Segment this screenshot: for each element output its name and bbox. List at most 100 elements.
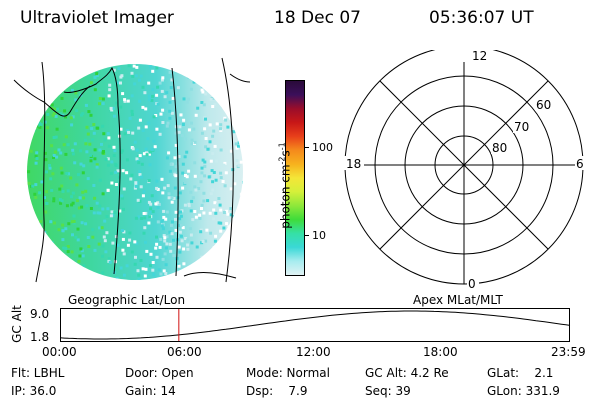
image-speckle (130, 250, 134, 254)
image-speckle (206, 254, 210, 258)
image-speckle (155, 66, 159, 70)
image-speckle (48, 166, 52, 170)
image-speckle (168, 230, 172, 234)
image-speckle (65, 172, 69, 175)
image-speckle (27, 149, 31, 153)
image-speckle (203, 84, 206, 88)
image-speckle (219, 221, 223, 225)
image-speckle (210, 265, 214, 269)
image-speckle (125, 171, 129, 175)
image-speckle (163, 186, 167, 190)
image-speckle (193, 210, 197, 213)
image-speckle (53, 150, 57, 154)
image-speckle (232, 130, 236, 134)
image-speckle (145, 153, 149, 157)
image-speckle (34, 196, 38, 199)
image-speckle (165, 242, 169, 246)
image-speckle (141, 194, 145, 198)
image-speckle (151, 268, 155, 272)
image-speckle (219, 208, 223, 212)
image-speckle (213, 144, 217, 148)
image-speckle (85, 150, 89, 154)
image-speckle (50, 240, 54, 244)
image-speckle (70, 203, 74, 207)
image-speckle (138, 78, 141, 82)
image-speckle (236, 255, 239, 259)
image-speckle (123, 99, 127, 103)
image-speckle (182, 247, 186, 251)
colorbar-tick-mark-10 (305, 235, 309, 236)
image-speckle (105, 215, 109, 218)
image-speckle (31, 184, 35, 188)
image-speckle (238, 246, 242, 250)
orbit-plot-frame (60, 308, 570, 342)
image-speckle (234, 253, 237, 256)
image-speckle (119, 81, 122, 85)
image-speckle (216, 89, 220, 92)
image-speckle (204, 239, 208, 243)
lat-label-80: 80 (492, 141, 507, 155)
image-speckle (201, 158, 205, 162)
uv-earth-image (13, 57, 251, 283)
image-speckle (161, 121, 165, 124)
image-speckle (147, 221, 151, 225)
image-speckle (219, 123, 223, 127)
image-speckle (174, 228, 178, 232)
image-speckle (60, 75, 64, 79)
image-speckle (121, 248, 125, 252)
image-speckle (154, 246, 158, 250)
image-speckle (95, 72, 99, 76)
image-speckle (234, 142, 238, 146)
image-speckle (147, 200, 151, 204)
image-speckle (134, 184, 138, 188)
image-speckle (44, 210, 48, 214)
image-speckle (215, 159, 219, 163)
image-speckle (214, 94, 218, 98)
image-speckle (194, 188, 198, 192)
image-speckle (227, 225, 231, 229)
image-speckle (203, 160, 207, 164)
image-speckle (189, 87, 193, 91)
image-speckle (138, 199, 142, 203)
image-speckle (93, 75, 97, 79)
image-speckle (216, 88, 220, 91)
image-speckle (239, 239, 243, 243)
image-speckle (87, 110, 91, 114)
image-speckle (121, 169, 125, 173)
image-speckle (59, 201, 63, 205)
image-speckle (31, 112, 35, 116)
image-speckle (37, 251, 41, 255)
status-door: Door: Open (125, 366, 194, 380)
image-speckle (166, 184, 170, 188)
image-speckle (219, 128, 223, 132)
image-speckle (168, 116, 172, 120)
image-speckle (174, 165, 178, 169)
image-speckle (164, 263, 168, 267)
image-speckle (193, 185, 197, 189)
image-speckle (190, 142, 194, 146)
image-speckle (168, 242, 172, 246)
image-speckle (186, 247, 190, 251)
image-speckle (211, 180, 215, 184)
image-speckle (217, 250, 221, 254)
image-speckle (144, 267, 148, 271)
image-speckle (201, 277, 205, 280)
image-speckle (87, 245, 91, 248)
image-speckle (135, 65, 139, 69)
image-speckle (210, 72, 214, 75)
image-speckle (52, 71, 55, 75)
image-speckle (138, 173, 142, 177)
image-speckle (78, 254, 82, 258)
image-speckle (71, 148, 75, 152)
image-speckle (36, 241, 39, 245)
image-speckle (239, 192, 243, 196)
image-speckle (54, 114, 58, 118)
image-speckle (239, 160, 243, 164)
image-speckle (242, 107, 243, 111)
image-speckle (192, 127, 196, 131)
image-speckle (200, 171, 204, 175)
image-speckle (103, 239, 107, 243)
image-speckle (71, 191, 75, 195)
image-speckle (208, 140, 212, 144)
image-speckle (219, 127, 222, 131)
